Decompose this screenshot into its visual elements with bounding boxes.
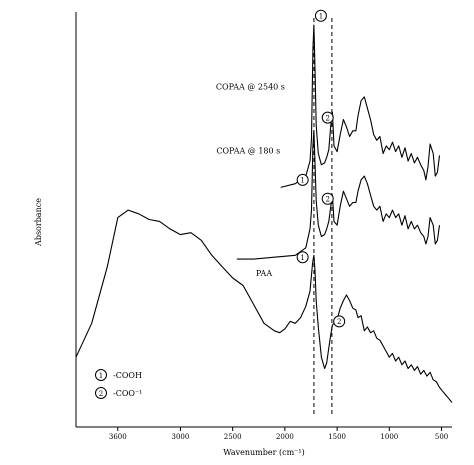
peak-marker-number: 2 <box>325 114 329 122</box>
peak-marker-circle <box>296 173 309 186</box>
peak-marker: 2 <box>333 315 346 328</box>
peak-marker: 1 <box>296 251 309 264</box>
peak-markers: 1 2 1 2 1 2 <box>296 9 346 328</box>
peak-marker-circle <box>321 111 334 124</box>
reference-lines <box>313 18 333 415</box>
legend-marker-number: 2 <box>99 390 103 398</box>
x-tick-label: 3600 <box>109 433 127 441</box>
x-axis-ticks: 3600 3000 2500 2000 1500 1000 500 <box>109 427 448 441</box>
legend-marker-circle <box>95 369 107 381</box>
x-tick-label: 2000 <box>276 433 294 441</box>
peak-marker-circle <box>296 251 309 264</box>
peak-marker-circle <box>333 315 346 328</box>
x-tick-label: 500 <box>435 433 448 441</box>
legend: 1 -COOH 2 -COO⁻¹ <box>95 369 142 399</box>
legend-label: -COOH <box>113 371 142 380</box>
peak-marker-number: 2 <box>337 318 341 326</box>
series-line <box>236 130 441 260</box>
series-label: COPAA @ 2540 s <box>216 82 285 91</box>
peak-marker: 1 <box>314 9 327 22</box>
x-tick-label: 3000 <box>172 433 190 441</box>
legend-marker-circle <box>95 387 107 399</box>
peak-marker-circle <box>321 192 334 205</box>
peak-marker: 2 <box>321 111 334 124</box>
x-tick-label: 2500 <box>224 433 242 441</box>
legend-item: 2 -COO⁻¹ <box>95 387 142 399</box>
peak-marker-number: 1 <box>319 13 323 21</box>
x-axis-label: Wavenumber (cm⁻¹) <box>223 448 304 457</box>
x-tick-label: 1500 <box>328 433 346 441</box>
series-labels: COPAA @ 2540 s COPAA @ 180 s PAA <box>216 82 285 278</box>
y-axis-label: Absorbance <box>34 198 43 247</box>
peak-marker-number: 1 <box>300 177 304 185</box>
plot-frame <box>75 12 452 428</box>
peak-marker: 1 <box>296 173 309 186</box>
legend-item: 1 -COOH <box>95 369 142 381</box>
peak-marker-number: 2 <box>325 196 329 204</box>
peak-marker: 2 <box>321 192 334 205</box>
legend-marker-number: 1 <box>99 372 103 380</box>
peak-marker-circle <box>314 9 327 22</box>
peak-marker-number: 1 <box>300 254 304 262</box>
series-label: PAA <box>256 269 272 278</box>
series-label: COPAA @ 180 s <box>216 146 280 155</box>
series-line <box>280 24 441 188</box>
legend-label: -COO⁻¹ <box>113 389 142 398</box>
x-tick-label: 1000 <box>380 433 398 441</box>
